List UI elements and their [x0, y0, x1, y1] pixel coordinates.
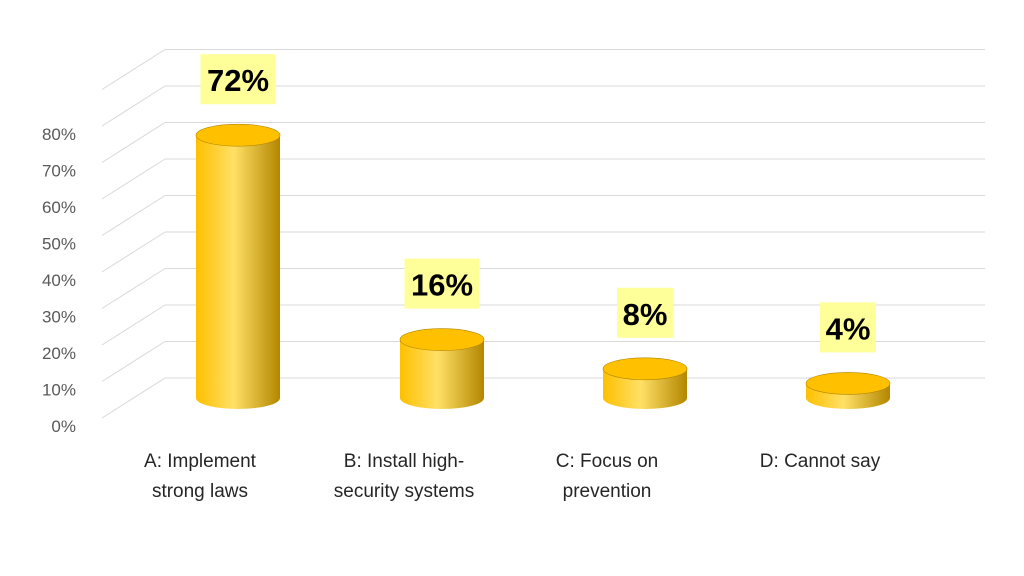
y-tick-label: 60% — [42, 198, 76, 217]
data-label-text: 72% — [207, 63, 269, 98]
category-label: D: Cannot say — [760, 451, 881, 472]
bar-top — [195, 123, 281, 147]
bar-body — [196, 135, 280, 409]
data-label-background — [404, 258, 480, 309]
gridline-diagonal — [101, 122, 166, 163]
data-label-background — [820, 302, 876, 353]
category-label: A: Implement strong laws — [144, 451, 257, 502]
bar-body — [603, 368, 687, 409]
data-label: 72% — [200, 54, 276, 105]
y-axis-ticks: 0% 10% 20% 30% 40% 50% 60% 70% 80% — [42, 125, 76, 436]
y-tick-label: 50% — [42, 235, 76, 254]
gridline-diagonal — [101, 158, 166, 200]
gridline-diagonal — [101, 304, 166, 346]
bars — [195, 123, 891, 409]
data-labels: 72% 16% 8% 4% — [200, 54, 876, 353]
bar — [399, 328, 485, 409]
data-label-text: 4% — [826, 311, 871, 346]
data-label-text: 8% — [623, 297, 668, 332]
y-tick-label: 30% — [42, 308, 76, 327]
data-label-background — [617, 287, 673, 338]
y-tick-label: 10% — [42, 381, 76, 400]
gridline-diagonal — [101, 49, 166, 90]
y-tick-label: 20% — [42, 344, 76, 363]
gridlines — [101, 49, 985, 419]
bar — [602, 357, 688, 409]
data-label-background — [200, 54, 276, 105]
data-label: 4% — [820, 302, 876, 353]
category-label: B: Install high-security systems — [334, 451, 474, 502]
bar — [195, 123, 281, 409]
gridline-diagonal — [101, 377, 166, 419]
bar-top — [805, 372, 891, 395]
gridline-diagonal — [101, 341, 166, 382]
data-label-text: 16% — [411, 268, 473, 303]
data-label: 16% — [404, 258, 480, 309]
data-label: 8% — [617, 287, 673, 338]
y-tick-label: 70% — [42, 162, 76, 181]
bar-top — [602, 357, 688, 381]
bar-body — [400, 339, 484, 409]
x-axis-categories: A: Implement strong laws B: Install high-s… — [144, 451, 881, 502]
gridline-diagonal — [101, 231, 166, 273]
y-tick-label: 0% — [51, 417, 76, 436]
y-tick-label: 80% — [42, 125, 76, 144]
bar — [805, 372, 891, 409]
gridline-diagonal — [101, 195, 166, 236]
y-tick-label: 40% — [42, 271, 76, 290]
gridline-diagonal — [101, 85, 166, 127]
gridline-diagonal — [101, 268, 166, 309]
bar-top — [399, 328, 485, 351]
category-label: C: Focus on prevention — [556, 451, 658, 502]
